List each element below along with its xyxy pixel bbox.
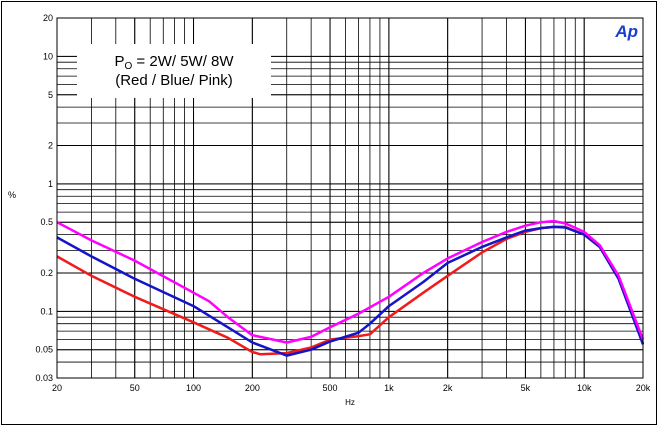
x-tick-label: 50 xyxy=(130,383,140,393)
annotation-line1: PO = 2W/ 5W/ 8W xyxy=(114,53,234,72)
y-tick-label: 5 xyxy=(48,90,53,100)
x-tick-label: 1k xyxy=(384,383,394,393)
plot-border xyxy=(56,17,644,379)
x-tick-label: 500 xyxy=(323,383,338,393)
annotation-box xyxy=(77,44,271,98)
logo: Ap xyxy=(614,22,638,41)
y-tick-label: 0.1 xyxy=(40,306,53,316)
x-tick-label: 2k xyxy=(443,383,453,393)
annotation-symbol: P xyxy=(114,53,124,70)
x-tick-label: 20k xyxy=(636,383,651,393)
y-tick-label: 0.03 xyxy=(35,373,53,383)
y-tick-label: 0.2 xyxy=(40,268,53,278)
y-tick-label: 0.5 xyxy=(40,217,53,227)
y-tick-label: 2 xyxy=(48,140,53,150)
y-tick-label: 10 xyxy=(43,51,53,61)
annotation-text: = 2W/ 5W/ 8W xyxy=(132,53,234,70)
annotation-line2: (Red / Blue/ Pink) xyxy=(115,72,233,89)
x-tick-label: 10k xyxy=(577,383,592,393)
x-axis-label: Hz xyxy=(345,398,355,407)
annotation-subscript: O xyxy=(124,61,132,72)
series-line xyxy=(56,225,645,357)
x-tick-label: 5k xyxy=(521,383,531,393)
series-line xyxy=(56,219,645,344)
y-axis-label: % xyxy=(8,190,16,200)
lines xyxy=(56,219,645,357)
x-tick-label: 200 xyxy=(245,383,260,393)
y-tick-label: 1 xyxy=(48,179,53,189)
y-tick-label: 0.05 xyxy=(35,345,53,355)
y-tick-label: 20 xyxy=(43,13,53,23)
x-tick-label: 100 xyxy=(186,383,201,393)
x-tick-label: 20 xyxy=(52,383,62,393)
